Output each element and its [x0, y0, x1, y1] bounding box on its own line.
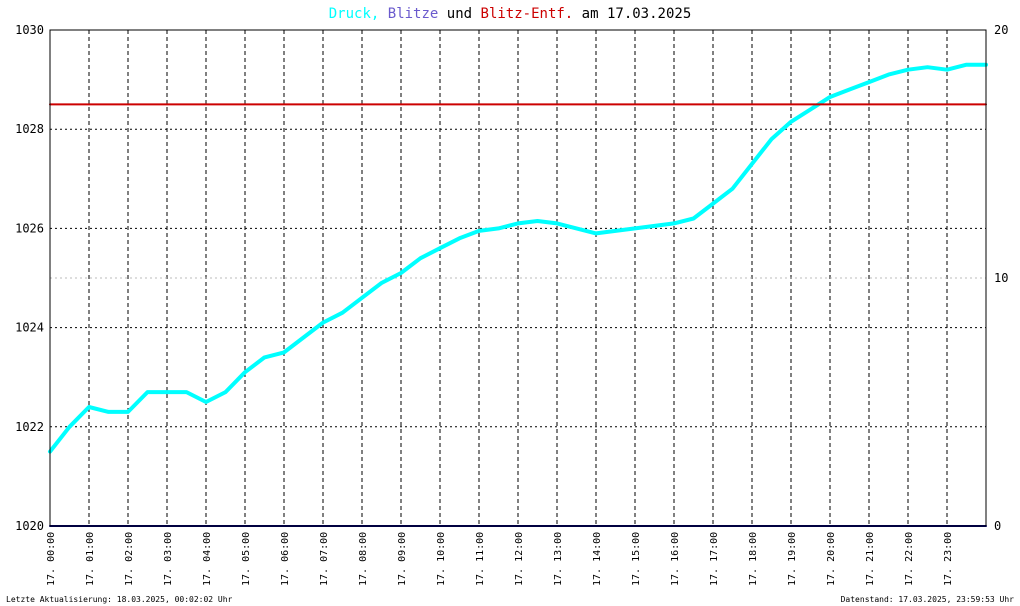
x-tick-label: 17. 19:00	[787, 532, 798, 586]
x-tick-label: 17. 18:00	[748, 532, 759, 586]
x-tick-label: 17. 09:00	[397, 532, 408, 586]
y-left-tick-label: 1028	[15, 122, 44, 136]
y-left-tick-label: 1024	[15, 321, 44, 335]
grid	[50, 30, 986, 526]
plot-frame	[49, 29, 987, 527]
x-tick-label: 17. 00:00	[46, 532, 57, 586]
y-right-tick-label: 20	[994, 23, 1008, 37]
x-tick-label: 17. 10:00	[436, 532, 447, 586]
x-tick-label: 17. 05:00	[241, 532, 252, 586]
x-tick-label: 17. 23:00	[943, 532, 954, 586]
x-tick-label: 17. 03:00	[163, 532, 174, 586]
x-tick-label: 17. 01:00	[85, 532, 96, 586]
y-left-tick-label: 1026	[15, 221, 44, 235]
y-right-tick-label: 10	[994, 271, 1008, 285]
footer-last-update: Letzte Aktualisierung: 18.03.2025, 00:02…	[6, 595, 233, 604]
y-left-tick-label: 1022	[15, 420, 44, 434]
footer-data-state: Datenstand: 17.03.2025, 23:59:53 Uhr	[841, 595, 1015, 604]
y-axis-left: 1020 1022 1024 1026 1028 1030	[15, 23, 44, 533]
y-right-tick-label: 0	[994, 519, 1001, 533]
title-blitz-entf: Blitz-Entf.	[481, 6, 574, 22]
title-date: am 17.03.2025	[582, 6, 692, 22]
x-tick-label: 17. 16:00	[670, 532, 681, 586]
x-tick-label: 17. 13:00	[553, 532, 564, 586]
y-left-tick-label: 1030	[15, 23, 44, 37]
x-tick-label: 17. 20:00	[826, 532, 837, 586]
title-blitze: Blitze	[388, 6, 439, 22]
x-tick-label: 17. 02:00	[124, 532, 135, 586]
title-druck: Druck,	[329, 6, 380, 22]
title-und: und	[447, 6, 472, 22]
x-tick-label: 17. 21:00	[865, 532, 876, 586]
x-tick-label: 17. 11:00	[475, 532, 486, 586]
series-line-druck	[48, 62, 988, 454]
y-axis-right: 0 10 20	[994, 23, 1008, 533]
x-tick-label: 17. 22:00	[904, 532, 915, 586]
x-axis: 17. 00:00 17. 01:00 17. 02:00 17. 03:00 17. …	[46, 532, 954, 586]
x-tick-label: 17. 14:00	[592, 532, 603, 586]
x-tick-label: 17. 15:00	[631, 532, 642, 586]
x-tick-label: 17. 12:00	[514, 532, 525, 586]
x-tick-label: 17. 08:00	[358, 532, 369, 586]
x-tick-label: 17. 06:00	[280, 532, 291, 586]
x-tick-label: 17. 04:00	[202, 532, 213, 586]
chart-title: Druck, Blitze und Blitz-Entf. am 17.03.2…	[329, 6, 692, 22]
y-left-tick-label: 1020	[15, 519, 44, 533]
x-tick-label: 17. 07:00	[319, 532, 330, 586]
x-tick-label: 17. 17:00	[709, 532, 720, 586]
